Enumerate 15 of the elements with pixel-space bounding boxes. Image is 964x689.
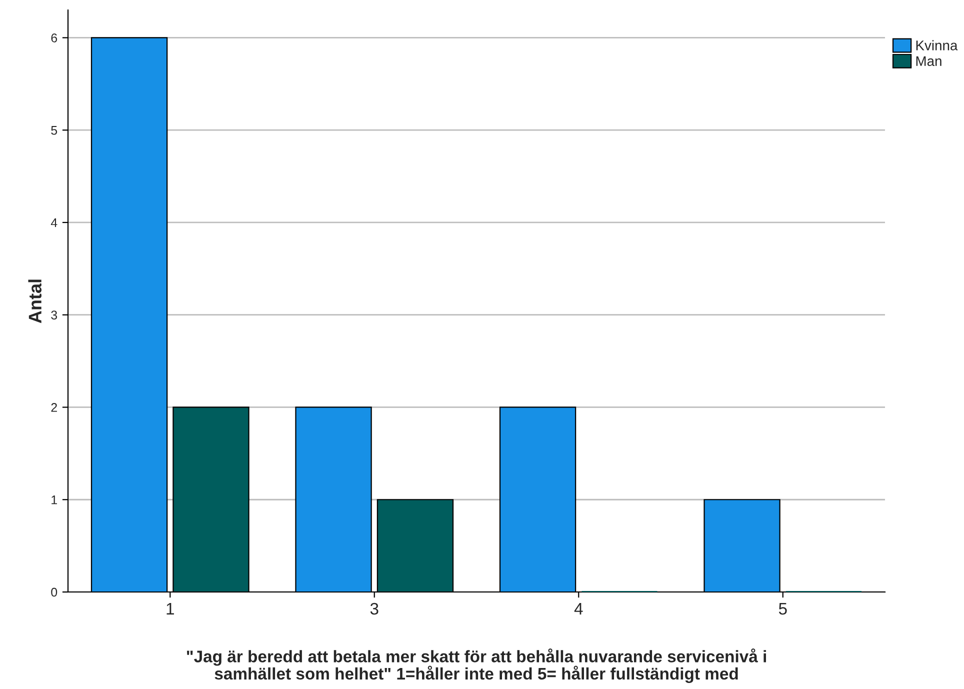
y-tick-label: 5	[51, 126, 58, 135]
x-tick-label: 1	[166, 603, 174, 614]
y-axis-title: Antal	[28, 280, 42, 324]
legend-label: Man	[916, 56, 942, 66]
x-axis-title: "Jag är beredd att betala mer skatt för att behålla nuvarande servicenivå i samhället som helhet" 1=håller inte med 5= håller fullständigt med	[186, 648, 766, 683]
legend-label: Kvinna	[916, 40, 958, 50]
x-tick-label: 3	[370, 602, 378, 615]
y-tick-label: 3	[51, 310, 58, 320]
x-tick-label: 4	[574, 603, 583, 614]
y-tick-label: 0	[51, 588, 58, 597]
y-tick-label: 1	[52, 496, 57, 504]
x-tick-label: 5	[778, 603, 787, 615]
y-tick-label: 6	[51, 34, 58, 42]
y-tick-label: 2	[51, 403, 57, 412]
y-tick-label: 4	[50, 218, 58, 228]
